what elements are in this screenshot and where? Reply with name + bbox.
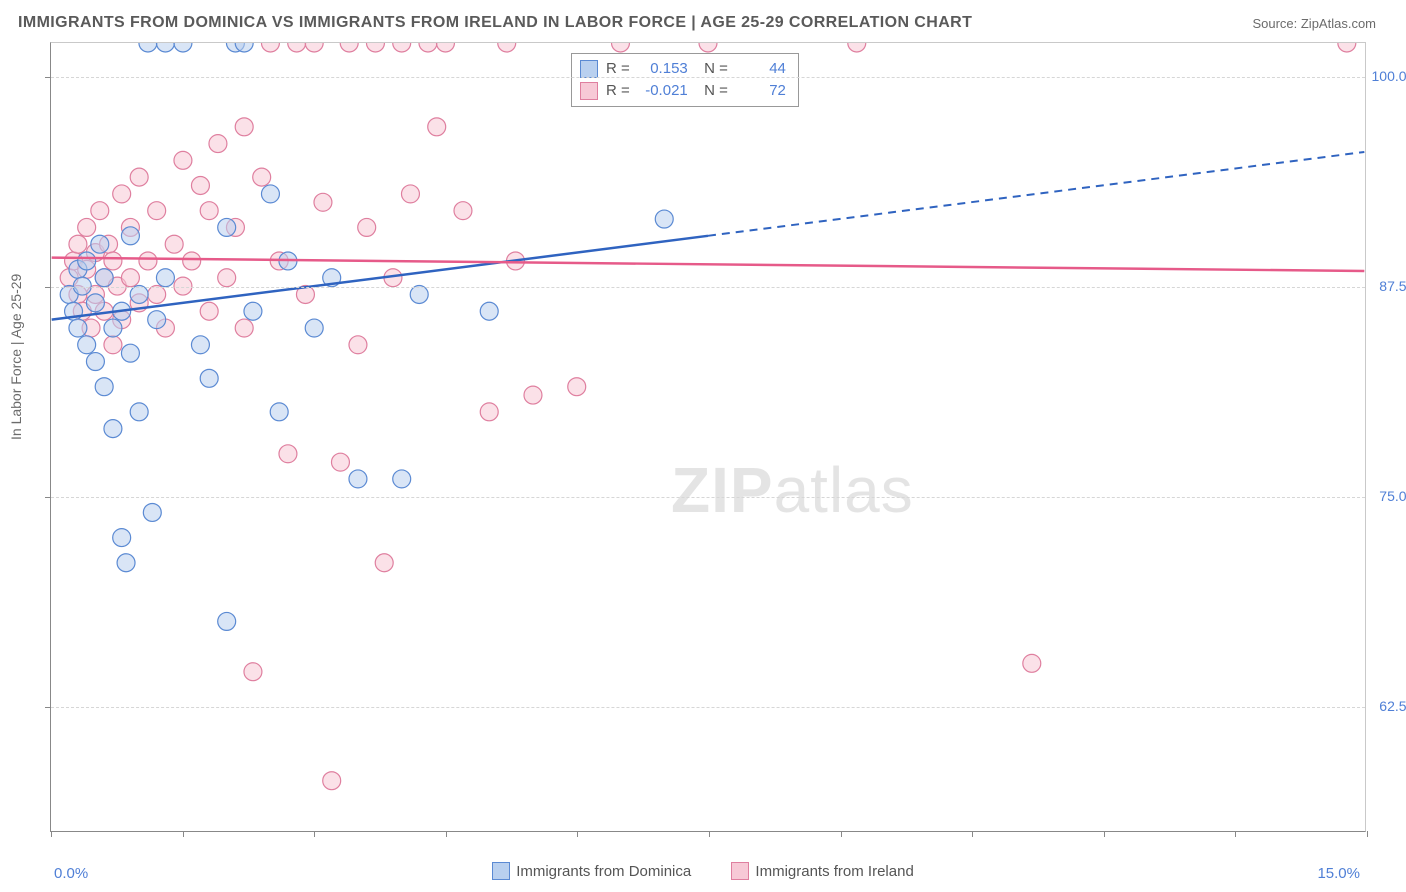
legend-swatch-dominica xyxy=(492,862,510,880)
source-label: Source: ZipAtlas.com xyxy=(1252,16,1376,31)
stat-r-label: R = xyxy=(606,80,630,102)
swatch-dominica xyxy=(580,60,598,78)
plot-area: R = 0.153 N = 44 R = -0.021 N = 72 ZIPat… xyxy=(50,42,1366,832)
scatter-svg xyxy=(51,43,1365,831)
legend: Immigrants from Dominica Immigrants from… xyxy=(0,862,1406,884)
stat-n-ireland: 72 xyxy=(736,80,786,102)
stats-box: R = 0.153 N = 44 R = -0.021 N = 72 xyxy=(571,53,799,107)
y-tick-label: 100.0% xyxy=(1372,68,1406,84)
gridline xyxy=(51,497,1365,498)
y-tick-label: 62.5% xyxy=(1379,698,1406,714)
legend-swatch-ireland xyxy=(731,862,749,880)
stat-r-ireland: -0.021 xyxy=(638,80,688,102)
legend-label-dominica: Immigrants from Dominica xyxy=(516,863,691,880)
y-axis-label: In Labor Force | Age 25-29 xyxy=(8,274,24,440)
y-tick-label: 87.5% xyxy=(1379,278,1406,294)
stat-n-label: N = xyxy=(696,80,728,102)
swatch-ireland xyxy=(580,82,598,100)
chart-title: IMMIGRANTS FROM DOMINICA VS IMMIGRANTS F… xyxy=(18,14,972,32)
gridline xyxy=(51,77,1365,78)
legend-item-ireland: Immigrants from Ireland xyxy=(731,862,913,880)
gridline xyxy=(51,287,1365,288)
gridline xyxy=(51,707,1365,708)
stats-row-ireland: R = -0.021 N = 72 xyxy=(580,80,786,102)
legend-item-dominica: Immigrants from Dominica xyxy=(492,862,691,880)
legend-label-ireland: Immigrants from Ireland xyxy=(755,863,913,880)
y-tick-label: 75.0% xyxy=(1379,488,1406,504)
